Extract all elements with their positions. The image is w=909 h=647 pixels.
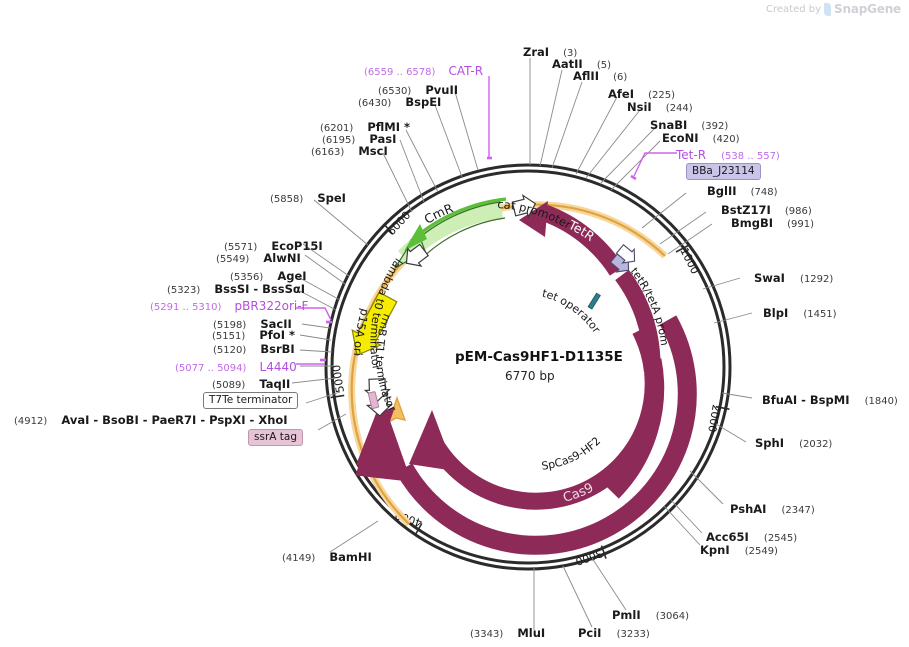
- site-mlui[interactable]: (3343) MluI: [470, 626, 546, 640]
- lambda-t0-terminator-arrow: [405, 243, 430, 267]
- primer-l4440[interactable]: (5077 .. 5094) L4440: [175, 360, 297, 374]
- site-avai-group[interactable]: (4912) AvaI - BsoBI - PaeR7I - PspXI - X…: [14, 413, 288, 427]
- site-bfuai-bspmi[interactable]: BfuAI - BspMI (1840): [762, 393, 898, 407]
- site-pmli[interactable]: PmlI (3064): [612, 608, 689, 622]
- site-swai[interactable]: SwaI (1292): [754, 271, 834, 285]
- site-bstz17i[interactable]: BstZ17I (986): [721, 203, 812, 217]
- site-acc65i[interactable]: Acc65I (2545): [706, 530, 798, 544]
- site-pasi[interactable]: (6195) PasI: [322, 132, 397, 146]
- site-snabi[interactable]: SnaBI (392): [650, 118, 729, 132]
- primer-leader-lines: [296, 76, 677, 365]
- feature-t7te-terminator[interactable]: T7Te terminator: [203, 392, 299, 410]
- site-bsrbi[interactable]: (5120) BsrBI: [213, 342, 295, 356]
- feature-bba-j23114[interactable]: BBa_J23114: [686, 163, 761, 181]
- primer-pbr322ori-f[interactable]: (5291 .. 5310) pBR322ori-F: [150, 299, 309, 313]
- primer-ticks: [320, 156, 637, 362]
- plasmid-backbone: [324, 163, 732, 571]
- snapgene-logo-icon: [824, 2, 832, 16]
- site-bmgbi[interactable]: BmgBI (991): [731, 216, 815, 230]
- site-msci[interactable]: (6163) MscI: [311, 144, 388, 158]
- site-taqii[interactable]: (5089) TaqII: [212, 377, 291, 391]
- site-pflmi[interactable]: (6201) PflMI *: [320, 120, 411, 134]
- tetr-teta-cds-right: [615, 269, 661, 364]
- cmr-cds-arrow: [394, 197, 507, 269]
- cat-promoter-arrow: [511, 194, 537, 219]
- site-agei[interactable]: (5356) AgeI: [230, 269, 307, 283]
- feature-ssra-tag[interactable]: ssrA tag: [248, 429, 303, 447]
- site-pfoi[interactable]: (5151) PfoI *: [212, 328, 295, 342]
- site-aatii[interactable]: AatII (5): [552, 57, 611, 71]
- cas9-right-arc: [605, 358, 665, 499]
- primer-tet-r[interactable]: Tet-R (538 .. 557): [676, 148, 780, 162]
- site-zrai[interactable]: ZraI (3): [523, 45, 578, 59]
- tetr-cds-arrow: [519, 201, 625, 276]
- page-title: pEM-Cas9HF1-D1135E: [455, 349, 623, 365]
- leader-lines: [291, 58, 753, 630]
- watermark-prefix: Created by: [766, 3, 822, 15]
- ssra-tag-feature: [367, 391, 380, 410]
- cas9-arrowhead: [356, 398, 408, 472]
- site-kpni[interactable]: KpnI (2549): [700, 543, 778, 557]
- site-bspei[interactable]: (6430) BspEI: [358, 95, 442, 109]
- tick-label-1000: 1000: [677, 245, 701, 276]
- site-spei[interactable]: (5858) SpeI: [270, 191, 346, 205]
- tick-label-3000: 3000: [574, 546, 605, 568]
- site-sphi[interactable]: SphI (2032): [755, 436, 833, 450]
- site-ecop15i[interactable]: (5571) EcoP15I: [224, 239, 323, 253]
- site-pcii[interactable]: PciI (3233): [578, 626, 650, 640]
- site-alwni[interactable]: (5549) AlwNI: [216, 251, 301, 265]
- scale-ticks: [330, 223, 730, 559]
- site-blpi[interactable]: BlpI (1451): [763, 306, 837, 320]
- tick-label-5000: 5000: [330, 364, 347, 394]
- watermark-brand: SnapGene: [834, 2, 901, 16]
- site-econi[interactable]: EcoNI (420): [662, 131, 740, 145]
- site-bamhi[interactable]: (4149) BamHI: [282, 550, 372, 564]
- site-sacii[interactable]: (5198) SacII: [213, 317, 292, 331]
- primer-cat-r[interactable]: (6559 .. 6578) CAT-R: [364, 64, 484, 78]
- site-bsssi-bsssai[interactable]: (5323) BssSI - BssSαI: [167, 282, 306, 296]
- site-bglii[interactable]: BglII (748): [707, 184, 778, 198]
- site-pshai[interactable]: PshAI (2347): [730, 502, 815, 516]
- site-pvuii[interactable]: (6530) PvuII: [378, 83, 459, 97]
- tetr-teta-promoter-arrows: [609, 244, 636, 273]
- snapgene-watermark: Created by SnapGene: [766, 2, 901, 16]
- site-aflii[interactable]: AflII (6): [573, 69, 628, 83]
- tet-operator-bar: [587, 292, 601, 310]
- cas9-segment-dividers: [443, 478, 453, 498]
- p15a-ori-arrow: [351, 291, 398, 357]
- plasmid-size: 6770 bp: [505, 369, 555, 383]
- site-nsii[interactable]: NsiI (244): [627, 100, 693, 114]
- site-afei[interactable]: AfeI (225): [608, 87, 675, 101]
